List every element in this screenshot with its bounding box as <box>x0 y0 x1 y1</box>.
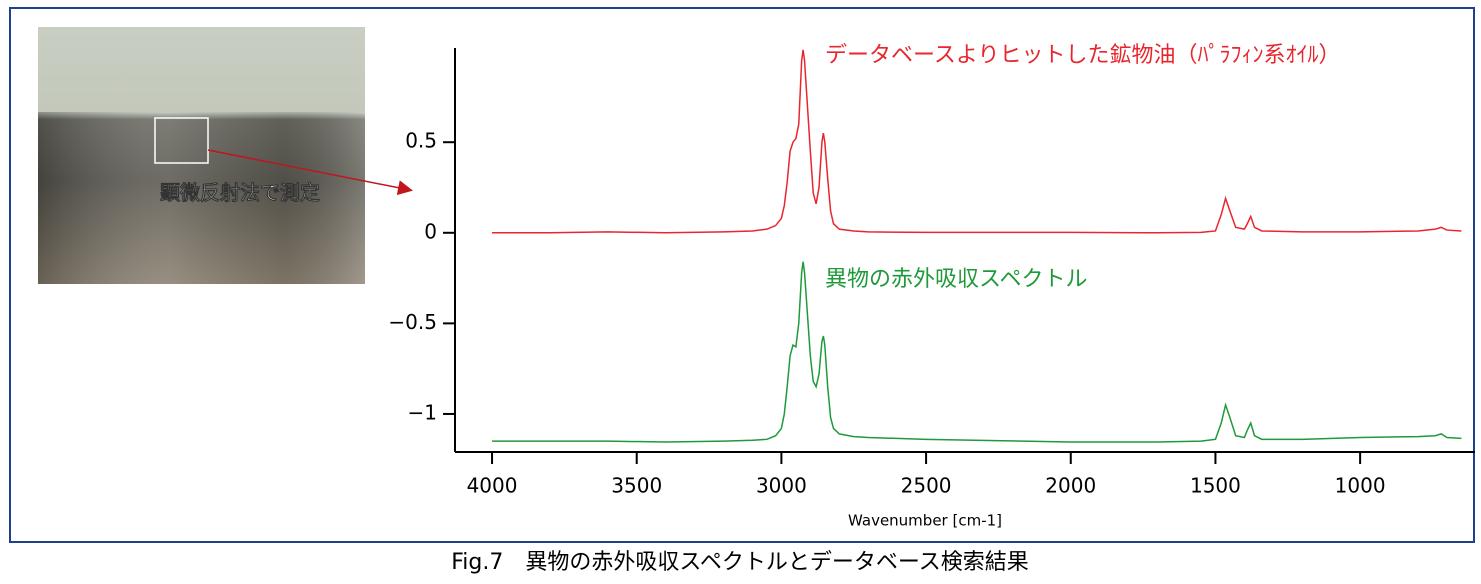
frame <box>9 7 1475 543</box>
x-tick-label: 1000 <box>1335 474 1386 498</box>
series-label: 異物の赤外吸収スペクトル <box>825 267 1087 292</box>
y-tick-label: −1 <box>408 400 437 424</box>
x-tick-label: 3000 <box>756 474 807 498</box>
arrow <box>207 149 413 196</box>
y-tick-label: 0.5 <box>405 129 437 153</box>
series-label: データベースよりヒットした鉱物油（ﾊﾟﾗﾌｨﾝ系ｵｲﾙ） <box>825 43 1340 68</box>
x-tick-label: 2000 <box>1045 474 1096 498</box>
x-tick-label: 2500 <box>901 474 952 498</box>
caption: Fig.7 異物の赤外吸収スペクトルとデータベース検索結果 <box>451 550 1028 575</box>
x-axis-label: Wavenumber [cm-1] <box>848 512 1002 530</box>
photo-label: 顕微反射法で測定 <box>160 181 320 205</box>
y-tick-label: 0 <box>424 219 437 243</box>
photo: 顕微反射法で測定 <box>38 27 413 284</box>
spectrum-line <box>492 261 1462 443</box>
measure-box <box>154 117 209 164</box>
x-tick-label: 3500 <box>611 474 662 498</box>
x-tick-label: 1500 <box>1190 474 1241 498</box>
x-tick-label: 4000 <box>467 474 518 498</box>
y-tick-label: −0.5 <box>388 310 437 334</box>
spectrum-line <box>492 49 1462 234</box>
